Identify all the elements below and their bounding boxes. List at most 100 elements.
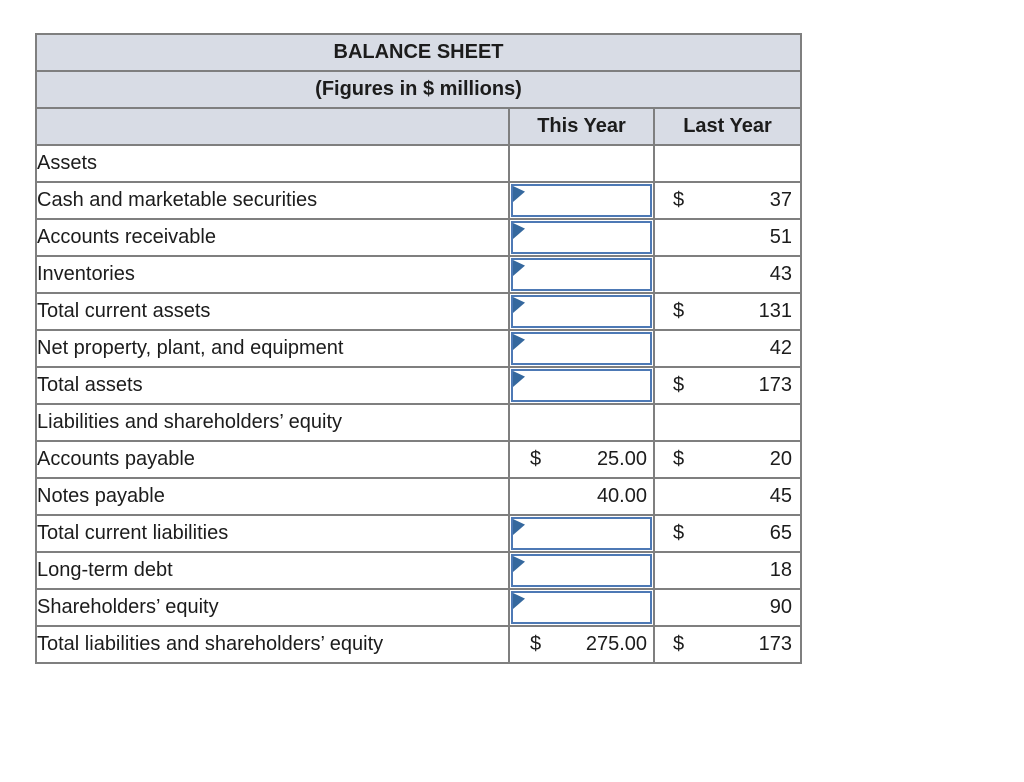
row-label-total-assets: Total assets xyxy=(35,366,510,405)
table-row: Total liabilities and shareholders’ equi… xyxy=(35,625,803,664)
row-label-cash-and-marketable-securities: Cash and marketable securities xyxy=(35,181,510,220)
row-label-total-current-assets: Total current assets xyxy=(35,292,510,331)
row-label-net-property-plant-equipment: Net property, plant, and equipment xyxy=(35,329,510,368)
table-row: BALANCE SHEET xyxy=(34,33,803,72)
cell-shareholders-equity-this-year xyxy=(508,588,655,627)
input-box xyxy=(511,332,652,365)
cell-inventories-this-year xyxy=(508,255,655,294)
table-row: Total assets $173 xyxy=(35,366,803,405)
amount-value: 173 xyxy=(758,633,793,655)
cell-total-current-assets-this-year xyxy=(508,292,655,331)
input-total-current-liabilities[interactable] xyxy=(513,519,650,548)
input-box xyxy=(511,369,652,402)
cell-cash-this-year xyxy=(508,181,655,220)
balance-sheet-worksheet: BALANCE SHEET (Figures in $ millions) Th… xyxy=(34,33,803,664)
amount-value: 40.00 xyxy=(596,485,647,507)
amount-value: 37 xyxy=(769,189,793,211)
input-total-current-assets[interactable] xyxy=(513,297,650,326)
amount-value: 173 xyxy=(758,374,793,396)
table-row: Long-term debt 18 xyxy=(35,551,803,590)
amount-value: 131 xyxy=(758,300,793,322)
table-row: Inventories 43 xyxy=(35,255,803,294)
input-box xyxy=(511,221,652,254)
cell-total-liabilities-equity-this-year: $275.00 xyxy=(508,625,655,664)
input-box xyxy=(511,258,652,291)
input-box xyxy=(511,184,652,217)
amount-value: 275.00 xyxy=(585,633,647,655)
amount-value: 42 xyxy=(769,337,793,359)
column-header-last-year: Last Year xyxy=(652,107,803,146)
amount-value: 20 xyxy=(769,448,793,470)
column-header-blank xyxy=(35,107,510,146)
table-row: Cash and marketable securities $37 xyxy=(35,181,803,220)
table-row: This Year Last Year xyxy=(35,107,803,146)
table-row: Shareholders’ equity 90 xyxy=(35,588,803,627)
row-label-accounts-payable: Accounts payable xyxy=(35,440,510,479)
currency-symbol: $ xyxy=(673,522,685,544)
currency-symbol: $ xyxy=(673,189,685,211)
input-inventories[interactable] xyxy=(513,260,650,289)
row-label-long-term-debt: Long-term debt xyxy=(35,551,510,590)
currency-symbol: $ xyxy=(673,300,685,322)
row-label-shareholders-equity: Shareholders’ equity xyxy=(35,588,510,627)
table-row: Total current assets $131 xyxy=(35,292,803,331)
column-header-this-year: This Year xyxy=(508,107,655,146)
cell-shareholders-equity-last-year: 90 xyxy=(652,588,803,627)
amount-value: 18 xyxy=(769,559,793,581)
row-label-total-current-liabilities: Total current liabilities xyxy=(35,514,510,553)
cell-accounts-payable-last-year: $20 xyxy=(652,440,803,479)
cell-notes-payable-last-year: 45 xyxy=(652,477,803,516)
cell-assets-this-year xyxy=(508,144,655,183)
currency-symbol: $ xyxy=(673,633,685,655)
amount-value: 43 xyxy=(769,263,793,285)
row-label-notes-payable: Notes payable xyxy=(35,477,510,516)
table-row: Net property, plant, and equipment 42 xyxy=(35,329,803,368)
table-row: Assets xyxy=(35,144,803,183)
input-net-property-plant-equipment[interactable] xyxy=(513,334,650,363)
cell-accounts-payable-this-year: $25.00 xyxy=(508,440,655,479)
input-cash-and-marketable-securities[interactable] xyxy=(513,186,650,215)
row-label-inventories: Inventories xyxy=(35,255,510,294)
cell-total-assets-this-year xyxy=(508,366,655,405)
input-box xyxy=(511,517,652,550)
balance-sheet-table: BALANCE SHEET (Figures in $ millions) Th… xyxy=(34,33,803,664)
table-row: Accounts payable $25.00 $20 xyxy=(35,440,803,479)
amount-value: 65 xyxy=(769,522,793,544)
cell-notes-payable-this-year: 40.00 xyxy=(508,477,655,516)
table-row: (Figures in $ millions) xyxy=(34,70,803,109)
row-label-accounts-receivable: Accounts receivable xyxy=(35,218,510,257)
table-subtitle: (Figures in $ millions) xyxy=(34,70,803,109)
cell-liabilities-last-year xyxy=(652,403,803,442)
amount-value: 45 xyxy=(769,485,793,507)
table-row: Accounts receivable 51 xyxy=(35,218,803,257)
table-title: BALANCE SHEET xyxy=(34,33,803,72)
row-label-total-liabilities-equity: Total liabilities and shareholders’ equi… xyxy=(35,625,510,664)
currency-symbol: $ xyxy=(673,448,685,470)
currency-symbol: $ xyxy=(530,448,542,470)
input-total-assets[interactable] xyxy=(513,371,650,400)
cell-long-term-debt-last-year: 18 xyxy=(652,551,803,590)
cell-net-property-this-year xyxy=(508,329,655,368)
cell-total-current-liabilities-last-year: $65 xyxy=(652,514,803,553)
cell-inventories-last-year: 43 xyxy=(652,255,803,294)
input-long-term-debt[interactable] xyxy=(513,556,650,585)
cell-long-term-debt-this-year xyxy=(508,551,655,590)
input-box xyxy=(511,295,652,328)
table-row: Liabilities and shareholders’ equity xyxy=(35,403,803,442)
input-accounts-receivable[interactable] xyxy=(513,223,650,252)
cell-liabilities-this-year xyxy=(508,403,655,442)
row-label-liabilities-section: Liabilities and shareholders’ equity xyxy=(35,403,510,442)
cell-accounts-receivable-last-year: 51 xyxy=(652,218,803,257)
input-box xyxy=(511,554,652,587)
row-label-assets-section: Assets xyxy=(35,144,510,183)
cell-cash-last-year: $37 xyxy=(652,181,803,220)
cell-accounts-receivable-this-year xyxy=(508,218,655,257)
cell-total-current-assets-last-year: $131 xyxy=(652,292,803,331)
amount-value: 25.00 xyxy=(596,448,647,470)
input-shareholders-equity[interactable] xyxy=(513,593,650,622)
cell-total-liabilities-equity-last-year: $173 xyxy=(652,625,803,664)
currency-symbol: $ xyxy=(530,633,542,655)
cell-assets-last-year xyxy=(652,144,803,183)
cell-net-property-last-year: 42 xyxy=(652,329,803,368)
cell-total-assets-last-year: $173 xyxy=(652,366,803,405)
